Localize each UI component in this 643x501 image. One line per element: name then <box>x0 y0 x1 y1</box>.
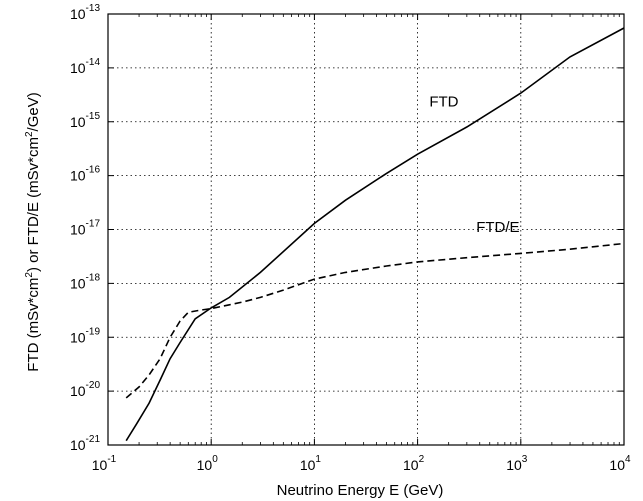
series-label: FTD/E <box>476 219 519 236</box>
x-axis-tick-labels: 10-1 100 101 102 103 104 <box>92 454 631 473</box>
x-tick-label: 104 <box>609 454 631 473</box>
x-tick-label: 10-1 <box>92 454 117 473</box>
y-axis-label-sup-2: 2 <box>24 131 35 137</box>
y-tick-label: 10-20 <box>70 380 100 399</box>
y-axis-label: FTD (mSv*cm2) or FTD/E (mSv*cm2/GeV) <box>24 92 42 371</box>
series-line-ftd-e <box>125 242 625 399</box>
y-tick-label: 10-14 <box>70 57 100 76</box>
y-tick-label: 10-19 <box>70 326 100 345</box>
x-tick-label: 101 <box>300 454 322 473</box>
y-axis-label-sup-1: 2 <box>24 272 35 278</box>
y-axis-tick-labels: 10-21 10-20 10-19 10-18 10-17 10-16 10-15 10-14… <box>70 3 100 453</box>
series-line-ftd <box>125 27 625 442</box>
y-tick-label: 10-16 <box>70 165 100 184</box>
series-label: FTD <box>429 94 458 111</box>
y-axis-label-part-1: FTD (mSv*cm <box>25 278 42 372</box>
y-axis-label-part-3: /GeV) <box>25 92 42 131</box>
y-axis-label-part-2: ) or FTD/E (mSv*cm <box>25 137 42 272</box>
x-axis-label: Neutrino Energy E (GeV) <box>277 482 444 499</box>
grid-lines <box>108 14 624 445</box>
y-tick-label: 10-18 <box>70 272 100 291</box>
y-tick-label: 10-21 <box>70 434 100 453</box>
annotation-layer: FTD FTD/E <box>429 94 519 236</box>
series-layer <box>125 27 625 442</box>
y-tick-label: 10-15 <box>70 111 100 130</box>
x-tick-label: 102 <box>403 454 425 473</box>
x-tick-label: 103 <box>506 454 528 473</box>
axis-ticks <box>107 13 625 446</box>
y-tick-label: 10-13 <box>70 3 100 22</box>
x-tick-label: 100 <box>197 454 219 473</box>
y-tick-label: 10-17 <box>70 219 100 238</box>
